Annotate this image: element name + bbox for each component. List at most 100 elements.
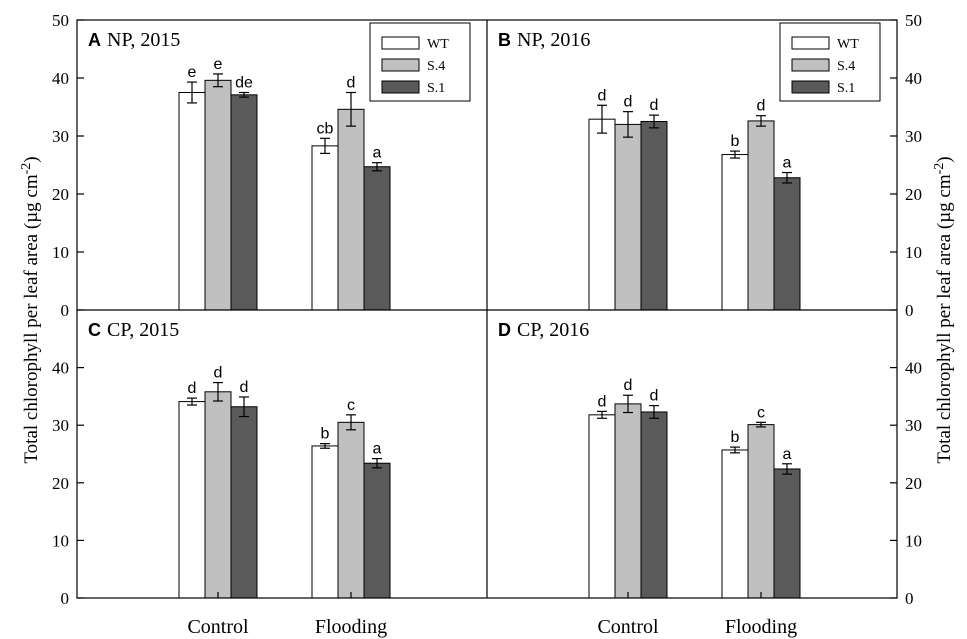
bar-C-flooding-wt [311,445,339,599]
significance-letter: b [321,426,330,443]
legend-label: S.1 [427,81,445,96]
significance-letter: d [650,97,659,114]
bar-B-flooding-wt [721,154,749,311]
y-tick-label: 0 [61,301,70,320]
y-tick-label: 40 [52,359,69,378]
bar-B-control-wt [588,118,616,311]
bar-D-control-s1 [640,411,668,599]
significance-letter: d [188,380,197,397]
significance-letter: de [235,75,253,92]
y-tick-label: 30 [905,127,922,146]
y-axis-label-right-close: ) [934,156,955,162]
significance-letter: d [624,94,633,111]
y-tick-label: 50 [52,11,69,30]
bar-A-flooding-s4 [337,108,365,311]
legend-label: S.4 [427,59,445,74]
significance-letter: a [373,145,382,162]
y-tick-label: 30 [52,127,69,146]
y-axis-label-left-sup: -2 [19,163,34,175]
bar-B-control-s1 [640,121,668,311]
y-tick-label: 40 [905,69,922,88]
panel-title-B: B NP, 2016 [498,29,590,51]
panel-letter: C [88,320,101,340]
legend-swatch [381,80,420,94]
axes: 0 10 20 30 40 50 0 10 20 30 40 50 0 10 20 30 40 0 10 20 30 40… [52,11,922,638]
bar-C-control-s1 [230,406,258,599]
panel-title-A: A NP, 2015 [88,29,180,51]
y-tick-label: 0 [61,589,70,608]
y-axis-label-left-close: ) [21,156,42,162]
y-axis-label-right-sup: -2 [932,163,947,175]
significance-letter: cb [317,120,334,137]
bar-D-flooding-s1 [773,468,801,599]
legend-swatch [791,58,830,72]
significance-letter: d [347,75,356,92]
bar-D-flooding-s4 [747,424,775,599]
y-tick-label: 30 [905,416,922,435]
bar-A-control-wt [178,92,206,311]
panel-letter: B [498,30,511,50]
bar-B-control-s4 [614,123,642,311]
significance-letter: d [214,365,223,382]
legend-label: WT [837,37,859,52]
bar-A-control-s1 [230,94,258,311]
bar-C-flooding-s1 [363,462,391,599]
y-tick-label: 30 [52,416,69,435]
significance-letter: b [731,133,740,150]
legend-swatch [791,36,830,50]
y-tick-label: 20 [905,474,922,493]
y-tick-label: 20 [52,474,69,493]
y-tick-label: 40 [52,69,69,88]
significance-letter: d [240,379,249,396]
y-axis-label-right: Total chlorophyll per leaf area (µg cm-2… [932,156,955,463]
significance-letter: c [757,404,765,421]
y-tick-label: 20 [905,185,922,204]
bar-B-flooding-s1 [773,177,801,311]
legend-label: S.1 [837,81,855,96]
legend-label: S.4 [837,59,855,74]
bar-C-control-wt [178,401,206,599]
panel-title-C: C CP, 2015 [88,319,179,341]
y-tick-label: 10 [905,531,922,550]
y-tick-label: 10 [52,243,69,262]
significance-letter: d [757,98,766,115]
y-tick-label: 40 [905,359,922,378]
panel-title-text: CP, 2016 [517,319,589,341]
bar-A-control-s4 [204,79,232,311]
significance-letter: e [188,64,197,81]
significance-letter: a [783,155,792,172]
bar-D-control-s4 [614,403,642,599]
panel-letter: D [498,320,511,340]
panel-title-text: CP, 2015 [107,319,179,341]
significance-letter: a [373,441,382,458]
panel-title-text: NP, 2015 [107,29,180,51]
y-tick-label: 20 [52,185,69,204]
legend-swatch [791,80,830,94]
bar-B-flooding-s4 [747,120,775,311]
significance-letter: d [598,393,607,410]
x-category-label-flooding: Flooding [315,616,387,638]
bar-D-control-wt [588,414,616,599]
y-tick-label: 0 [905,589,914,608]
significance-letter: a [783,446,792,463]
panel-title-text: NP, 2016 [517,29,590,51]
y-tick-label: 0 [905,301,914,320]
significance-letter: c [347,397,355,414]
bar-C-control-s4 [204,391,232,599]
legend-swatch [381,58,420,72]
x-category-label-flooding: Flooding [725,616,797,638]
significance-letter: b [731,429,740,446]
x-category-label-control: Control [187,616,249,638]
legend-swatch [381,36,420,50]
panel-title-D: D CP, 2016 [498,319,589,341]
y-axis-label-right-text: Total chlorophyll per leaf area (µg cm [934,174,955,463]
panel-letter: A [88,30,101,50]
bar-A-flooding-wt [311,145,339,311]
y-tick-label: 10 [905,243,922,262]
